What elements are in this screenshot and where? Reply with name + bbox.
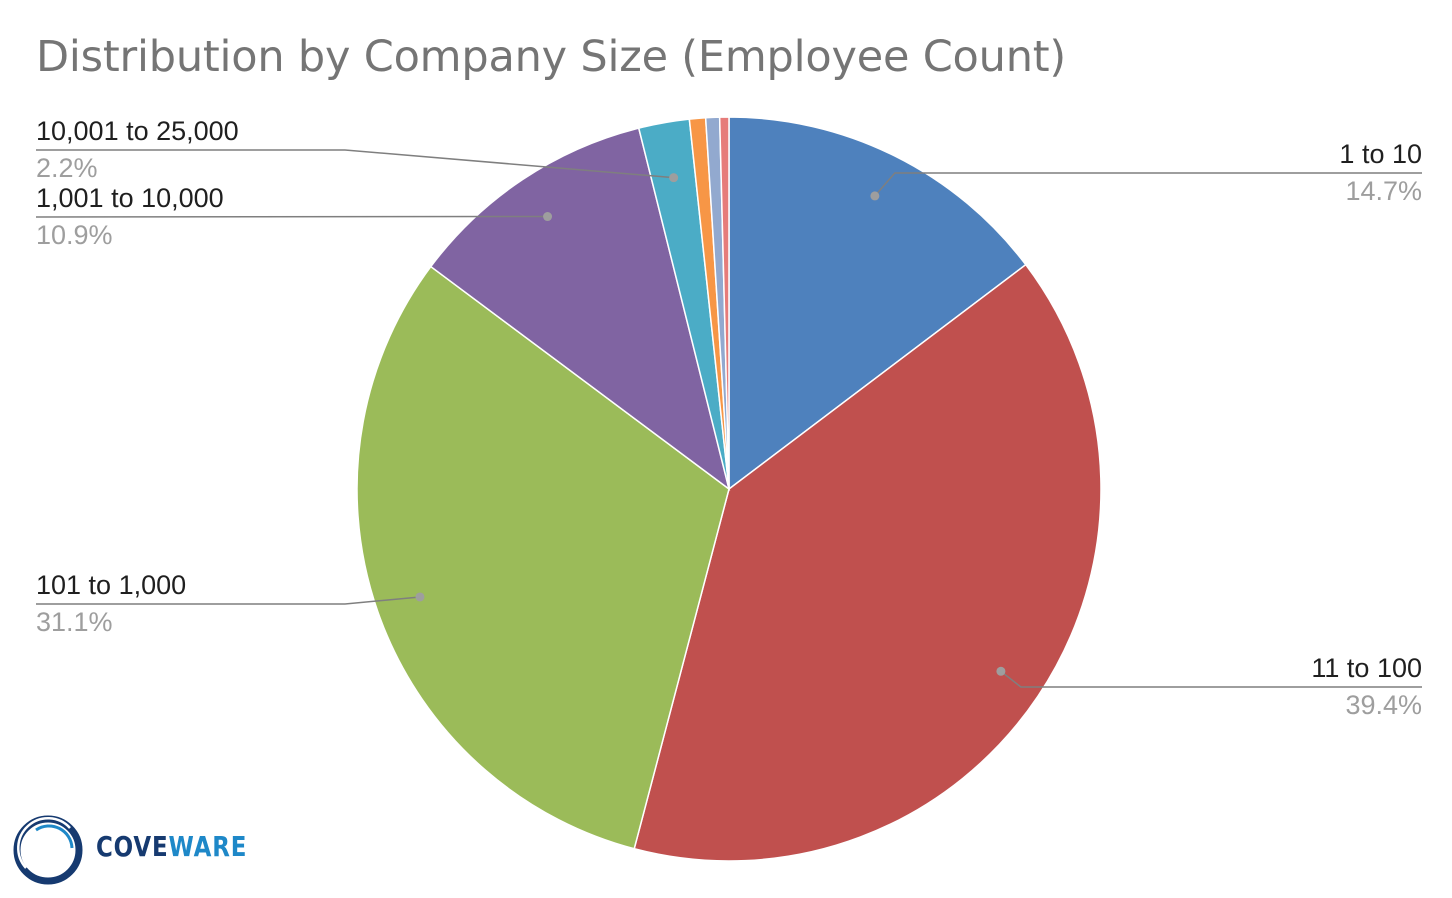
slice-label-1-to-10: 1 to 10: [1339, 139, 1422, 169]
leader-dot-1-to-10: [870, 191, 880, 201]
chart-title: Distribution by Company Size (Employee C…: [36, 32, 1066, 82]
pie-slice-other-7: [718, 116, 730, 490]
slice-labels: 1 to 10 14.7% 11 to 100 39.4% 101 to 1,000 31…: [36, 116, 1422, 720]
pie-slices: [356, 116, 1102, 862]
leader-dot-11-to-100: [996, 666, 1006, 676]
slice-value-1-to-10: 14.7%: [1345, 176, 1422, 206]
leader-line-1-to-10: [874, 172, 1422, 197]
pie-slice-11-to-100: [633, 263, 1102, 862]
slice-label-1-001-to-10-000: 1,001 to 10,000: [36, 183, 224, 213]
slice-label-101-to-1-000: 101 to 1,000: [36, 570, 186, 600]
leader-dot-10-001-to-25-000: [669, 173, 679, 183]
pie-slice-1-001-to-10-000: [429, 127, 731, 491]
leader-lines: [35, 149, 1422, 688]
leader-line-101-to-1-000: [36, 596, 421, 605]
slice-label-10-001-to-25-000: 10,001 to 25,000: [36, 116, 239, 146]
slice-value-1-001-to-10-000: 10.9%: [36, 220, 113, 250]
slice-value-11-to-100: 39.4%: [1345, 690, 1422, 720]
logo-text-cove: COVE: [96, 830, 169, 863]
logo-text-ware: WARE: [168, 830, 248, 863]
logo-ring-icon: [13, 815, 83, 885]
slice-label-11-to-100: 11 to 100: [1311, 653, 1422, 683]
leader-dot-101-to-1-000: [415, 592, 425, 602]
pie-slice-1-to-10: [728, 116, 1027, 491]
slice-value-101-to-1-000: 31.1%: [36, 607, 113, 637]
coveware-logo: COVEWARE: [12, 810, 252, 890]
leader-line-10-001-to-25-000: [36, 149, 674, 179]
leader-dot-1-001-to-10-000: [543, 212, 553, 222]
slice-value-10-001-to-25-000: 2.2%: [36, 153, 98, 183]
logo-wordmark: COVEWARE: [96, 830, 247, 863]
pie-slice-101-to-1-000: [356, 265, 730, 850]
leader-line-11-to-100: [1000, 670, 1422, 688]
